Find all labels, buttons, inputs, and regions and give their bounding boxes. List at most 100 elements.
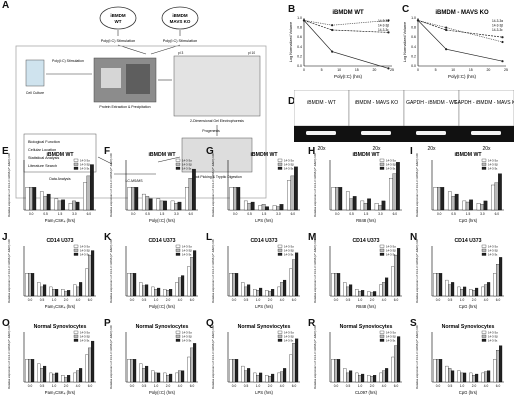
bar-10-3-0: [61, 375, 65, 383]
y-tick-0-2: 0.6: [297, 35, 302, 39]
bar-legend-swatch-0-1: [73, 162, 79, 166]
bar-12-4-1: [280, 371, 284, 383]
gel-cycle-3: 20x: [482, 146, 491, 152]
x-tick-0-5: 25: [390, 68, 394, 72]
bar-tick-2-2: 1.5: [262, 212, 267, 216]
bar-10-2-1: [52, 373, 56, 383]
bar-9-2-0: [457, 286, 461, 297]
bar-5-3-1: [64, 291, 68, 297]
bar-0-2-0: [54, 198, 59, 211]
bar-tick-14-5: 6.0: [496, 384, 501, 388]
pooled-1: Poly(I:C) Stimulation: [101, 39, 136, 43]
bar-tick-5-5: 6.0: [88, 298, 93, 302]
gel-image: iBMDM - WT 20x iBMDM - MAVS KO 20x GAPDH - i…: [294, 90, 514, 152]
bar-7-3-1: [268, 291, 272, 297]
bar-13-3-1: [370, 376, 374, 383]
bar-7-0-2: [235, 273, 239, 297]
bar-1-4-2: [192, 168, 196, 211]
bar-legend-3-2: 14-3-3ε: [386, 167, 396, 171]
bar-ylabel-5: Relative expression of 14-3-3 mRNA (2^-Δ…: [7, 239, 11, 303]
bar-8-1-2: [349, 284, 353, 297]
bar-11-0-2: [133, 359, 137, 383]
bar-tick-13-1: 0.5: [346, 384, 351, 388]
bar-2-1-1: [247, 203, 252, 211]
bar-title-3: iBMDM WT: [352, 152, 380, 158]
gel-label-0: iBMDM - WT: [307, 100, 336, 106]
cell-culture-label: Cell Culture: [26, 91, 44, 95]
bar-2-0-2: [236, 187, 241, 211]
bar-tick-3-0: 0.0: [335, 212, 340, 216]
bar-10-0-2: [31, 359, 35, 383]
bar-9-1-0: [445, 279, 449, 297]
bar-13-4-2: [385, 368, 389, 383]
bar-0-4-1: [86, 175, 91, 211]
bar-13-0-2: [337, 359, 341, 383]
bar-7-1-2: [247, 284, 251, 297]
bar-ylabel-13: Relative expression of 14-3-3 mRNA (2^-Δ…: [313, 325, 317, 389]
bar-10-5-2: [91, 340, 95, 383]
bar-legend-swatch-9-0: [481, 244, 487, 248]
cell-label-1: iBMDM: [110, 13, 125, 18]
bar-legend-swatch-11-1: [175, 334, 181, 338]
bar-tick-7-0: 0.0: [232, 298, 237, 302]
bar-8-5-0: [391, 266, 395, 297]
bar-3-1-2: [352, 196, 357, 211]
bar-10-4-1: [76, 370, 80, 383]
bar-14-0-0: [433, 359, 437, 383]
series-point-1-1-1: [445, 28, 448, 32]
bar-1-1-0: [141, 193, 146, 211]
list-item-3: Statistical Analysis: [28, 156, 59, 160]
panel-letter-e: E: [2, 146, 9, 157]
bar-3-4-2: [396, 162, 400, 211]
bar-11-3-1: [166, 375, 170, 383]
series-line-0-2: [303, 20, 389, 26]
bar-2-2-1: [261, 204, 266, 211]
bar-3-3-2: [381, 200, 386, 211]
series-point-0-2-2: [387, 19, 390, 22]
bar-ylabel-7: Relative expression of 14-3-3 mRNA (2^-Δ…: [211, 239, 215, 303]
bar-tick-11-1: 0.5: [142, 384, 147, 388]
bar-xlabel-1: Poly(I:C) (hrs): [149, 218, 176, 223]
bar-4-4-0: [491, 184, 495, 211]
bar-8-2-1: [358, 291, 362, 297]
bar-14-3-1: [472, 375, 476, 383]
bar-1-3-2: [177, 201, 182, 211]
bar-11-2-2: [157, 372, 161, 383]
gel-cycle-2: 20x: [427, 146, 436, 152]
bar-14-1-0: [445, 365, 449, 383]
bar-12-4-2: [283, 368, 287, 383]
bar-tick-4-0: 0.0: [437, 212, 442, 216]
bar-14-2-1: [460, 372, 464, 383]
bar-10-2-2: [55, 372, 59, 383]
bar-ylabel-1: Relative expression of 14-3-3 mRNA (2^-Δ…: [109, 153, 113, 217]
bar-legend-swatch-5-1: [73, 248, 79, 252]
bar-legend-swatch-14-1: [481, 334, 487, 338]
bar-tick-3-2: 1.5: [364, 212, 369, 216]
bar-13-1-0: [343, 368, 347, 383]
bar-ylabel-8: Relative expression of 14-3-3 mRNA (2^-Δ…: [313, 239, 317, 303]
bar-6-1-2: [145, 284, 149, 297]
bar-0-0-2: [32, 187, 37, 211]
panel-letter-q: Q: [206, 318, 214, 329]
bar-legend-3-1: 14-3-3β: [386, 163, 396, 167]
bar-11-4-2: [181, 370, 185, 383]
bar-10-1-0: [37, 363, 41, 383]
bar-12-4-0: [277, 372, 281, 383]
bar-xlabel-0: Pam₃CSK₄ (hrs): [45, 218, 76, 223]
bar-title-14: Normal Synoviocytes: [442, 324, 495, 330]
bar-legend-swatch-10-1: [73, 334, 79, 338]
bar-10-1-2: [43, 365, 47, 383]
bar-xlabel-3: R848 (hrs): [356, 218, 376, 223]
bar-12-5-2: [295, 338, 299, 383]
bar-legend-13-2: 14-3-3ε: [386, 339, 396, 343]
bar-7-2-0: [253, 289, 257, 297]
bar-tick-8-3: 2.0: [370, 298, 375, 302]
bar-5-4-2: [79, 282, 83, 297]
bar-13-3-2: [373, 375, 377, 383]
bar-9-4-1: [484, 284, 488, 297]
bar-8-4-2: [385, 277, 389, 297]
bar-0-1-2: [46, 193, 51, 211]
bar-legend-swatch-4-1: [481, 162, 487, 166]
bar-13-2-2: [361, 373, 365, 383]
bar-chart-j: CD14 U373 Relative expression of 14-3-3 m…: [7, 238, 96, 309]
